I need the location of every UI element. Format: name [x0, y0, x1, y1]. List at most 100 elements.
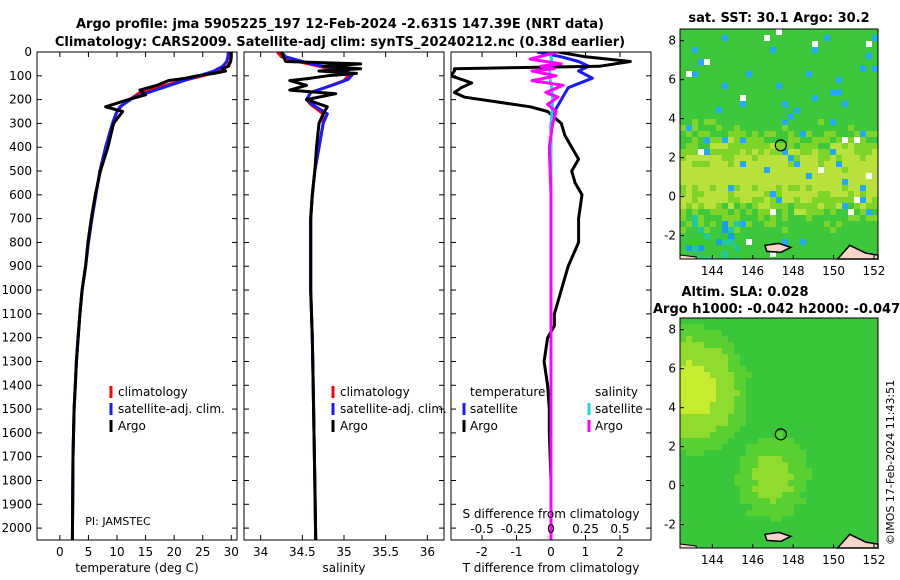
sla-map-cell — [806, 414, 812, 420]
sst-map-cell — [812, 41, 818, 47]
sla-map-cell — [800, 390, 806, 396]
sst-map-cell — [788, 143, 794, 149]
sla-map-cell — [734, 348, 740, 354]
sla-map-cell — [710, 492, 716, 498]
sst-map-cell — [854, 155, 860, 161]
sla-map-cell — [716, 492, 722, 498]
sla-map-cell — [710, 498, 716, 504]
sla-map-cell — [704, 510, 710, 516]
sst-map-cell — [752, 137, 758, 143]
sla-map-cell — [746, 546, 752, 548]
sla-map-cell — [716, 450, 722, 456]
sla-map-cell — [728, 384, 734, 390]
sst-map-cell — [710, 233, 716, 239]
sst-map-cell — [740, 137, 746, 143]
sst-map-cell — [704, 179, 710, 185]
sst-map-cell — [872, 113, 878, 119]
sst-map-cell — [752, 191, 758, 197]
sla-map-cell — [764, 408, 770, 414]
sst-map-cell — [722, 221, 728, 227]
sst-map-cell — [776, 185, 782, 191]
sla-map-cell — [782, 474, 788, 480]
sst-map-cell — [752, 173, 758, 179]
sst-map-cell — [806, 137, 812, 143]
sst-map-cell — [800, 113, 806, 119]
x-tick-label: 148 — [782, 264, 805, 278]
sla-map-cell — [746, 510, 752, 516]
sst-map-cell — [692, 101, 698, 107]
sla-map-cell — [806, 504, 812, 510]
sla-map-cell — [746, 336, 752, 342]
sla-map-cell — [830, 516, 836, 522]
sla-map-cell — [698, 396, 704, 402]
sla-map-cell — [782, 528, 788, 534]
sst-map-cell — [770, 143, 776, 149]
sla-map-cell — [866, 516, 872, 522]
sst-map-cell — [716, 113, 722, 119]
sla-map-cell — [722, 360, 728, 366]
sst-map-cell — [842, 53, 848, 59]
sla-map-cell — [794, 546, 800, 548]
sla-map-cell — [782, 354, 788, 360]
sst-map-cell — [794, 185, 800, 191]
sla-map-cell — [734, 492, 740, 498]
sst-map-cell — [788, 101, 794, 107]
sst-map-cell — [758, 125, 764, 131]
sst-map-cell — [770, 251, 776, 257]
sst-map-cell — [848, 53, 854, 59]
sst-map-cell — [836, 95, 842, 101]
sst-map-cell — [836, 89, 842, 95]
sst-map-cell — [734, 251, 740, 257]
sst-map-cell — [818, 77, 824, 83]
sla-map-cell — [836, 468, 842, 474]
sla-map-cell — [800, 444, 806, 450]
sla-map-cell — [788, 354, 794, 360]
sst-map-cell — [746, 83, 752, 89]
sst-map-cell — [854, 167, 860, 173]
sst-map-cell — [854, 47, 860, 53]
sst-map-cell — [758, 53, 764, 59]
sla-map-cell — [794, 336, 800, 342]
sla-map-cell — [746, 450, 752, 456]
pi-annotation: PI: JAMSTEC — [85, 515, 151, 528]
sst-map-cell — [710, 95, 716, 101]
sla-map-cell — [842, 414, 848, 420]
sst-map-cell — [866, 101, 872, 107]
sla-map-cell — [788, 438, 794, 444]
sla-map-cell — [812, 366, 818, 372]
sla-map-cell — [734, 540, 740, 546]
sla-map-cell — [812, 402, 818, 408]
sla-map-cell — [728, 420, 734, 426]
sst-map-cell — [848, 119, 854, 125]
sla-map-cell — [770, 324, 776, 330]
sla-map-cell — [848, 366, 854, 372]
sst-map-cell — [686, 191, 692, 197]
sla-map-cell — [782, 492, 788, 498]
sla-map-cell — [848, 378, 854, 384]
sst-map-cell — [716, 41, 722, 47]
sla-map-cell — [824, 414, 830, 420]
sla-map-cell — [830, 336, 836, 342]
y-tick-label: 1700 — [1, 450, 32, 464]
sst-map-cell — [728, 233, 734, 239]
sla-map-cell — [734, 336, 740, 342]
sla-map-cell — [836, 390, 842, 396]
sst-map-cell — [734, 35, 740, 41]
sst-map-cell — [800, 89, 806, 95]
sla-map-cell — [752, 486, 758, 492]
sst-map-cell — [788, 179, 794, 185]
sla-map-cell — [680, 396, 686, 402]
sla-map-cell — [752, 408, 758, 414]
sla-map-cell — [716, 468, 722, 474]
sla-map-cell — [818, 366, 824, 372]
sla-map-cell — [770, 372, 776, 378]
sla-map-cell — [836, 462, 842, 468]
sst-map-cell — [848, 209, 854, 215]
sst-map-cell — [776, 215, 782, 221]
sla-map-cell — [872, 336, 878, 342]
sst-map-cell — [842, 149, 848, 155]
sla-map-cell — [692, 390, 698, 396]
sla-map-cell — [686, 324, 692, 330]
sla-map-cell — [860, 528, 866, 534]
